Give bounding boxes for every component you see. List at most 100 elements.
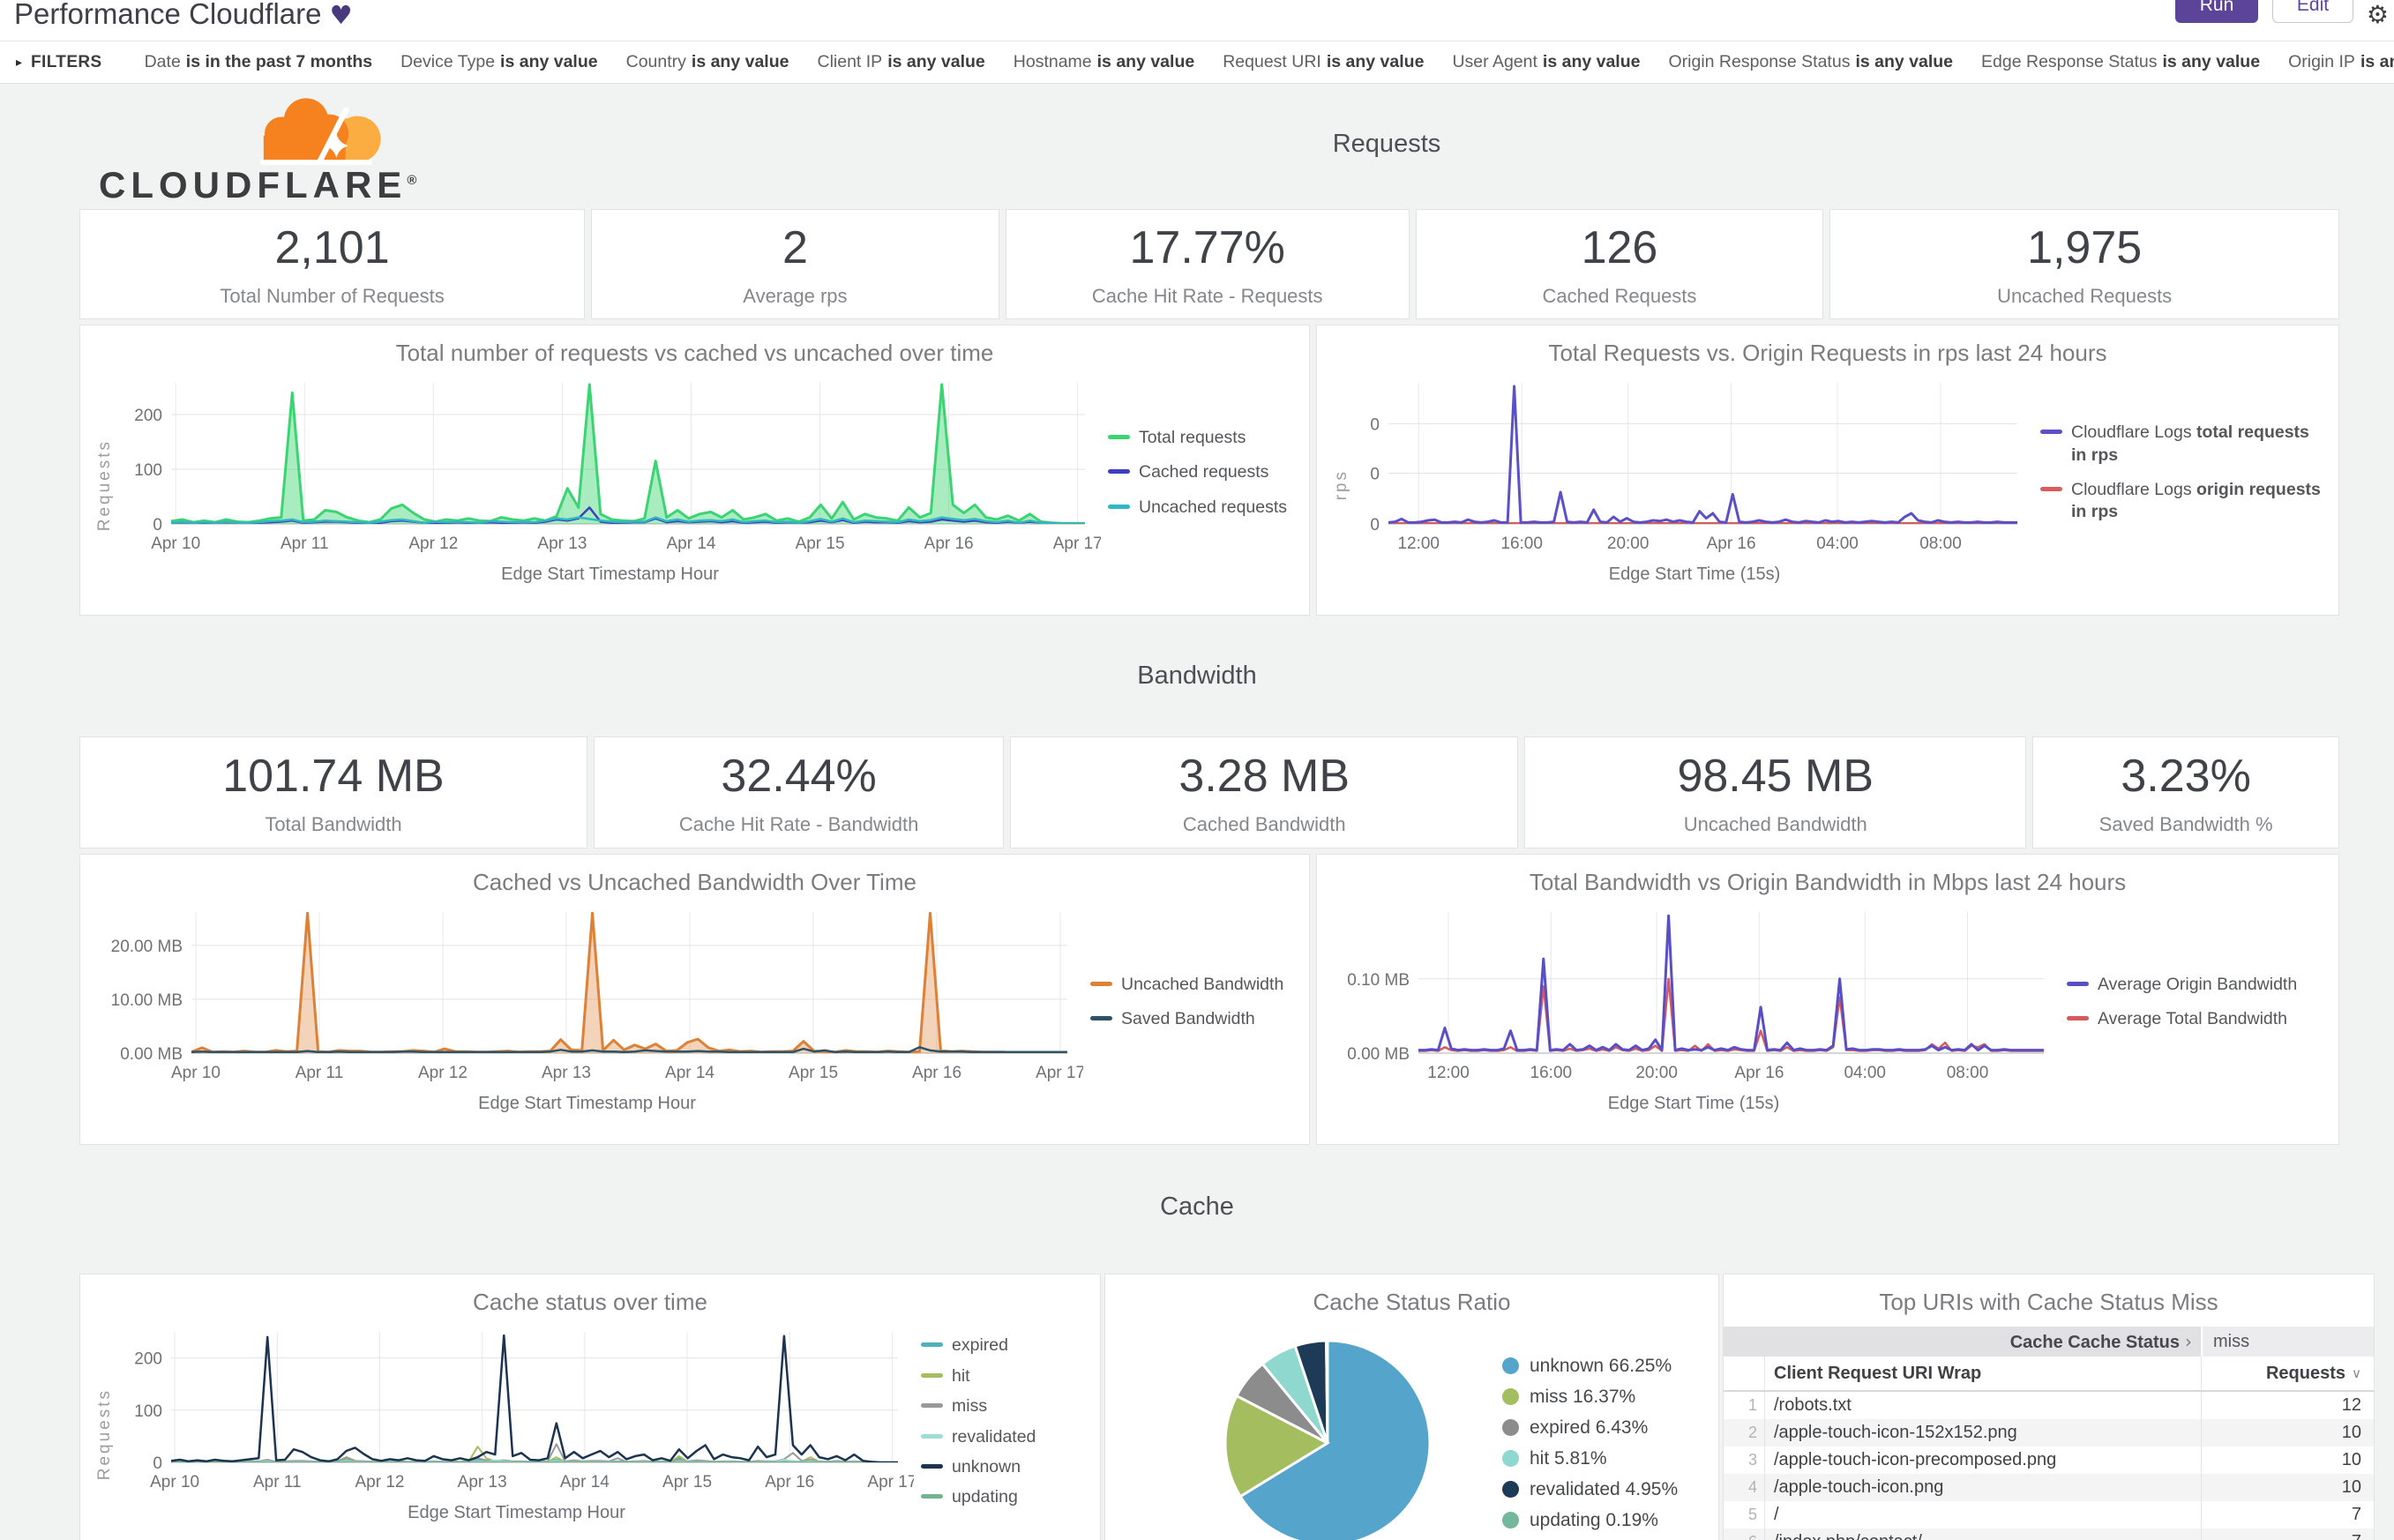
filter-item[interactable]: Device Type is any value xyxy=(400,52,598,72)
chart-body: Apr 10 Apr 11 Apr 12 Apr 13 Apr 14 Apr 15 Apr … xyxy=(80,900,1309,1129)
pie-legend-item[interactable]: updating 0.19% xyxy=(1502,1510,1678,1531)
filter-item[interactable]: User Agent is any value xyxy=(1452,52,1640,72)
cache-status-plot: Apr 10 Apr 11 Apr 12 Apr 13 Apr 14 Apr 15 Apr … xyxy=(119,1319,916,1496)
kpi-value: 126 xyxy=(1581,221,1658,273)
kpi-label: Uncached Bandwidth xyxy=(1683,812,1867,835)
edit-button[interactable]: Edit xyxy=(2272,0,2353,23)
cell-uri[interactable]: /apple-touch-icon-152x152.png xyxy=(1764,1419,2201,1447)
cell-requests[interactable]: 7 xyxy=(2201,1529,2374,1540)
pie-legend-label: updating 0.19% xyxy=(1530,1509,1658,1530)
gear-icon[interactable]: ⚙ xyxy=(2366,0,2389,29)
filter-item[interactable]: Origin IP is any value xyxy=(2288,52,2394,72)
run-button[interactable]: Run xyxy=(2175,0,2258,23)
filter-item[interactable]: Country is any value xyxy=(626,52,789,72)
chart-card-bandwidth-over-time: Cached vs Uncached Bandwidth Over Time A… xyxy=(79,854,1310,1145)
svg-text:100: 100 xyxy=(134,461,162,480)
legend-item[interactable]: Cloudflare Logs total requests in rps xyxy=(2040,422,2323,467)
legend-item[interactable]: Total requests xyxy=(1108,427,1293,449)
cell-requests[interactable]: 10 xyxy=(2201,1419,2374,1447)
pivot-chevron-icon: › xyxy=(2185,1330,2192,1352)
legend-item[interactable]: hit xyxy=(921,1365,1084,1387)
kpi-label: Total Bandwidth xyxy=(265,812,402,835)
table-header-row: Client Request URI Wrap Requests ∨ xyxy=(1724,1357,2374,1392)
svg-text:0: 0 xyxy=(1370,415,1380,434)
pie-legend-item[interactable]: expired 6.43% xyxy=(1502,1417,1678,1439)
cell-requests[interactable]: 10 xyxy=(2201,1447,2374,1474)
filter-field: User Agent xyxy=(1452,52,1537,71)
legend-item[interactable]: Saved Bandwidth xyxy=(1090,1008,1293,1030)
svg-text:04:00: 04:00 xyxy=(1844,1064,1886,1082)
legend-item[interactable]: Uncached Bandwidth xyxy=(1090,974,1293,996)
filters-toggle[interactable]: ▸ FILTERS xyxy=(16,53,102,72)
cell-uri[interactable]: / xyxy=(1764,1501,2201,1529)
legend-item[interactable]: Average Origin Bandwidth xyxy=(2067,974,2323,996)
rps-24h-plot: 12:00 16:00 20:00 Apr 16 04:00 08:00 0 0 0 xyxy=(1356,370,2033,557)
legend-label-text: Average Total Bandwidth xyxy=(2098,1009,2288,1028)
column-header-uri[interactable]: Client Request URI Wrap xyxy=(1764,1357,2201,1390)
cell-requests[interactable]: 10 xyxy=(2201,1474,2374,1501)
pie-slice-miss[interactable] xyxy=(1223,1394,1331,1499)
svg-text:20:00: 20:00 xyxy=(1635,1064,1678,1082)
filters-expand-arrow-icon: ▸ xyxy=(16,55,23,70)
plot-container: 12:00 16:00 20:00 Apr 16 04:00 08:00 0 0 0 Edge … xyxy=(1356,370,2033,600)
svg-text:Apr 10: Apr 10 xyxy=(171,1064,221,1082)
legend-swatch xyxy=(921,1433,943,1439)
pie-legend-item[interactable]: hit 5.81% xyxy=(1502,1448,1678,1469)
sort-caret-icon: ∨ xyxy=(2352,1365,2361,1381)
pivot-label[interactable]: Cache Cache Status › xyxy=(1724,1331,2201,1353)
legend-item[interactable]: unknown xyxy=(921,1456,1084,1478)
cell-uri[interactable]: /robots.txt xyxy=(1764,1392,2201,1419)
pivot-label-text: Cache Cache Status xyxy=(2009,1332,2180,1352)
cell-uri[interactable]: /index.php/contact/ xyxy=(1764,1529,2201,1540)
y-axis-label: Requests xyxy=(91,370,119,600)
filter-item[interactable]: Hostname is any value xyxy=(1014,52,1194,72)
legend-item[interactable]: revalidated xyxy=(921,1426,1084,1448)
legend-item[interactable]: Cached requests xyxy=(1108,461,1293,483)
chart-title: Cache Status Ratio xyxy=(1313,1289,1511,1315)
svg-text:Apr 17: Apr 17 xyxy=(867,1473,914,1491)
kpi-label: Cache Hit Rate - Bandwidth xyxy=(678,812,919,835)
legend-item[interactable]: Cloudflare Logs origin requests in rps xyxy=(2040,479,2323,524)
plot-container: Apr 10 Apr 11 Apr 12 Apr 13 Apr 14 Apr 15 Apr … xyxy=(119,1319,916,1540)
filter-field: Origin Response Status xyxy=(1668,52,1851,71)
filter-item[interactable]: Edge Response Status is any value xyxy=(1981,52,2260,72)
cell-requests[interactable]: 7 xyxy=(2201,1501,2374,1529)
requests-over-time-plot: Apr 10 Apr 11 Apr 12 Apr 13 Apr 14 Apr 15 Apr … xyxy=(119,370,1103,557)
filter-field: Country xyxy=(625,52,686,71)
pie-legend-item[interactable]: miss 16.37% xyxy=(1502,1387,1678,1408)
chart-title: Cache status over time xyxy=(473,1289,707,1315)
legend-item[interactable]: updating xyxy=(921,1486,1084,1508)
pie-body: unknown 66.25% miss 16.37% expired 6.43% hi… xyxy=(1105,1319,1718,1540)
y-axis-label-text: rps xyxy=(1332,469,1350,501)
svg-text:0: 0 xyxy=(153,516,162,535)
filters-toggle-label: FILTERS xyxy=(31,52,102,71)
cell-requests[interactable]: 12 xyxy=(2201,1392,2374,1419)
pie-legend-item[interactable]: revalidated 4.95% xyxy=(1502,1479,1678,1500)
svg-text:Apr 15: Apr 15 xyxy=(662,1473,712,1491)
edit-button-label: Edit xyxy=(2296,0,2330,15)
chart-legend: Cloudflare Logs total requests in rps Clo… xyxy=(2033,370,2333,600)
legend-item[interactable]: Uncached requests xyxy=(1108,497,1293,519)
svg-text:Apr 13: Apr 13 xyxy=(537,535,587,553)
filter-item[interactable]: Origin Response Status is any value xyxy=(1669,52,1954,72)
svg-text:0.10 MB: 0.10 MB xyxy=(1347,971,1410,990)
pie-slice-unknown[interactable] xyxy=(1238,1339,1432,1540)
filter-item[interactable]: Client IP is any value xyxy=(817,52,984,72)
filter-item[interactable]: Date is in the past 7 months xyxy=(145,52,373,72)
legend-label: Uncached Bandwidth xyxy=(1121,974,1283,996)
legend-item[interactable]: miss xyxy=(921,1395,1084,1417)
y-axis-label: Requests xyxy=(91,1319,119,1540)
legend-item[interactable]: expired xyxy=(921,1334,1084,1357)
filter-item[interactable]: Request URI is any value xyxy=(1223,52,1424,72)
cell-uri[interactable]: /apple-touch-icon-precomposed.png xyxy=(1764,1447,2201,1474)
cell-uri[interactable]: /apple-touch-icon.png xyxy=(1764,1474,2201,1501)
column-header-requests[interactable]: Requests ∨ xyxy=(2201,1357,2374,1390)
x-axis-label: Edge Start Time (15s) xyxy=(1608,564,1781,584)
pie-legend-item[interactable]: unknown 66.25% xyxy=(1502,1356,1678,1377)
series-Saved Bandwidth xyxy=(191,1046,1067,1053)
svg-text:Apr 14: Apr 14 xyxy=(665,1064,714,1082)
pie-slice-updating[interactable] xyxy=(1325,1339,1329,1444)
filter-field: Origin IP xyxy=(2288,52,2355,71)
legend-item[interactable]: Average Total Bandwidth xyxy=(2067,1008,2323,1030)
svg-text:12:00: 12:00 xyxy=(1427,1064,1470,1082)
